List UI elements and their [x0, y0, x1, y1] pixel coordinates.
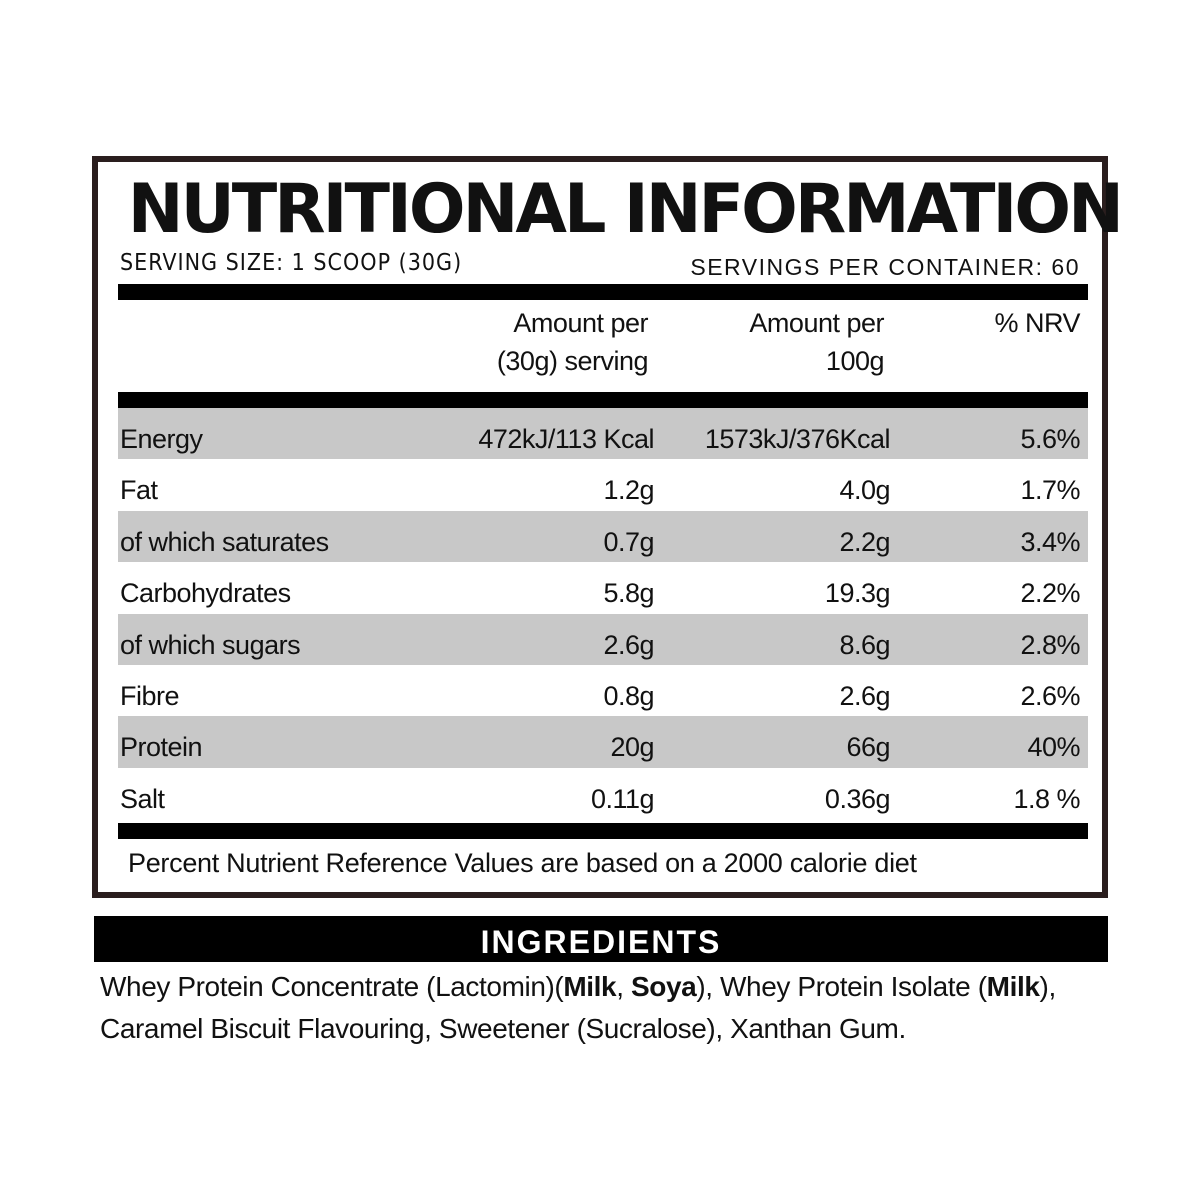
ingredients-part: ), Caramel Biscuit Flavouring, Sweetener…	[100, 971, 1056, 1044]
divider-top	[118, 284, 1088, 300]
allergen-milk: Milk	[986, 971, 1040, 1002]
nutrition-table: Energy 472kJ/113 Kcal 1573kJ/376Kcal 5.6…	[118, 408, 1088, 819]
value-nrv: 3.4%	[1020, 526, 1080, 557]
value-per-100g: 0.36g	[824, 783, 891, 814]
column-header-per-serving-line1: Amount per	[513, 308, 648, 338]
table-row: Energy 472kJ/113 Kcal 1573kJ/376Kcal 5.6…	[118, 408, 1088, 460]
nutrient-name: Fat	[120, 475, 158, 506]
value-nrv: 5.6%	[1020, 424, 1080, 454]
table-row: Carbohydrates 5.8g 19.3g 2.2%	[118, 562, 1088, 613]
value-per-100g: 2.6g	[839, 680, 890, 711]
value-per-serving: 472kJ/113 Kcal	[478, 424, 654, 454]
value-per-serving: 0.7g	[603, 526, 654, 557]
nutrient-name: Fibre	[120, 680, 180, 711]
value-per-100g: 1573kJ/376Kcal	[704, 424, 891, 454]
value-per-100g: 2.2g	[839, 526, 890, 557]
nutrient-name: Carbohydrates	[120, 578, 291, 609]
value-nrv: 2.6%	[1020, 680, 1080, 711]
nrv-footnote: Percent Nutrient Reference Values are ba…	[128, 848, 917, 878]
ingredients-text: Whey Protein Concentrate (Lactomin)(Milk…	[100, 966, 1110, 1050]
column-header-per-100g: Amount per 100g	[644, 304, 884, 380]
value-per-100g: 4.0g	[839, 475, 890, 506]
table-row: Fibre 0.8g 2.6g 2.6%	[118, 665, 1088, 716]
value-per-serving: 0.11g	[590, 783, 655, 814]
value-per-serving: 1.2g	[603, 475, 654, 506]
value-per-serving: 2.6g	[603, 629, 654, 660]
value-nrv: 40%	[1027, 732, 1080, 763]
servings-per-container: SERVINGS PER CONTAINER: 60	[690, 254, 1080, 280]
ingredients-part: ), Whey Protein Isolate (	[696, 971, 987, 1002]
value-per-100g: 8.6g	[839, 629, 890, 660]
panel-title: NUTRITIONAL INFORMATION	[127, 170, 1124, 249]
column-header-per-serving-line2: (30g) serving	[496, 346, 649, 376]
column-header-per-100g-line1: Amount per	[749, 308, 884, 338]
allergen-soya: Soya	[630, 971, 697, 1002]
value-per-serving: 5.8g	[603, 578, 654, 609]
table-row: Protein 20g 66g 40%	[118, 716, 1088, 768]
value-nrv: 2.8%	[1020, 629, 1080, 660]
ingredients-part: Whey Protein Concentrate (Lactomin)(	[100, 971, 564, 1002]
value-nrv: 1.7%	[1020, 475, 1080, 506]
nutrient-name: of which saturates	[120, 526, 329, 557]
allergen-milk: Milk	[563, 971, 617, 1002]
ingredients-heading: INGREDIENTS	[94, 916, 1108, 962]
column-header-nrv: % NRV	[994, 308, 1080, 338]
serving-size: SERVING SIZE: 1 SCOOP (30G)	[120, 250, 463, 276]
value-per-serving: 0.8g	[603, 680, 654, 711]
ingredients-part: ,	[616, 971, 631, 1002]
value-per-100g: 66g	[846, 732, 890, 763]
value-per-serving: 20g	[610, 732, 654, 763]
table-row: Fat 1.2g 4.0g 1.7%	[118, 459, 1088, 510]
nutrient-name: Salt	[120, 783, 165, 814]
nutrient-name: of which sugars	[120, 629, 301, 660]
column-header-per-100g-line2: 100g	[825, 346, 885, 376]
nutrient-name: Energy	[120, 424, 203, 454]
value-nrv: 1.8 %	[1013, 783, 1080, 814]
column-header-per-serving: Amount per (30g) serving	[408, 304, 649, 380]
nutrition-panel: NUTRITIONAL INFORMATION SERVING SIZE: 1 …	[92, 156, 1124, 898]
table-row: of which sugars 2.6g 8.6g 2.8%	[118, 613, 1088, 665]
value-nrv: 2.2%	[1020, 578, 1080, 609]
divider-bottom	[118, 823, 1088, 839]
value-per-100g: 19.3g	[824, 578, 891, 609]
divider-header	[118, 392, 1088, 408]
table-row: Salt 0.11g 0.36g 1.8 %	[118, 768, 1088, 819]
nutrient-name: Protein	[120, 732, 203, 763]
table-row: of which saturates 0.7g 2.2g 3.4%	[118, 510, 1088, 563]
